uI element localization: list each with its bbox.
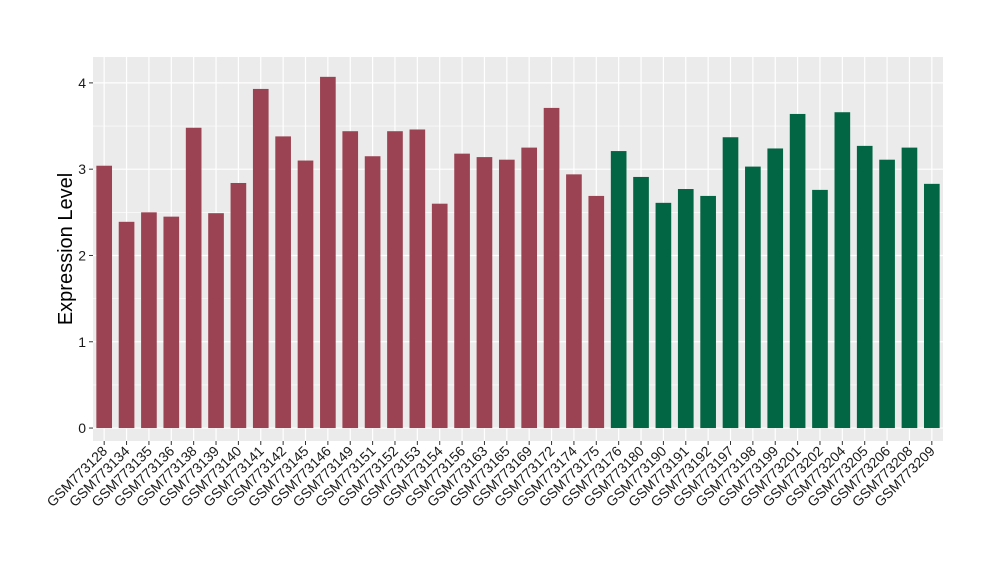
- bar-GSM773190: [655, 202, 672, 429]
- bar-GSM773176: [610, 151, 627, 429]
- bar-GSM773153: [409, 129, 426, 429]
- bar-GSM773139: [208, 213, 224, 429]
- bar-GSM773202: [812, 189, 828, 429]
- bar-GSM773156: [454, 153, 470, 429]
- y-axis: 0 1 2 3 4: [78, 75, 93, 436]
- bar-GSM773201: [789, 113, 806, 429]
- y-tick-label: 3: [78, 161, 86, 177]
- bar-GSM773146: [320, 76, 336, 429]
- x-axis: GSM773128GSM773134GSM773135GSM773136GSM7…: [43, 441, 938, 510]
- bar-GSM773136: [163, 216, 180, 429]
- bar-GSM773149: [342, 131, 359, 429]
- bar-GSM773174: [566, 174, 582, 429]
- y-tick-label: 4: [78, 75, 86, 91]
- bar-GSM773165: [498, 159, 515, 429]
- bar-GSM773209: [923, 183, 940, 429]
- bar-GSM773172: [543, 107, 560, 429]
- y-tick-label: 2: [78, 247, 86, 263]
- bars: [96, 76, 940, 429]
- bar-GSM773138: [185, 127, 202, 429]
- bar-GSM773134: [118, 221, 135, 429]
- bar-GSM773163: [476, 157, 493, 429]
- bar-GSM773204: [834, 112, 851, 429]
- bar-GSM773145: [297, 160, 314, 429]
- bar-GSM773151: [364, 156, 381, 429]
- bar-GSM773199: [767, 148, 784, 429]
- bar-GSM773208: [901, 147, 918, 429]
- bar-GSM773192: [700, 195, 716, 429]
- bar-GSM773140: [230, 182, 247, 429]
- y-tick-label: 0: [78, 420, 86, 436]
- y-axis-title: Expression Level: [55, 173, 77, 325]
- bar-GSM773198: [745, 166, 761, 429]
- bar-GSM773154: [431, 203, 448, 429]
- bar-GSM773152: [387, 131, 403, 429]
- bar-GSM773191: [677, 189, 694, 429]
- bar-GSM773175: [588, 195, 605, 429]
- bar-GSM773180: [633, 176, 649, 429]
- y-tick-label: 1: [78, 334, 86, 350]
- bar-GSM773135: [141, 212, 157, 429]
- bar-GSM773141: [252, 88, 269, 429]
- bar-GSM773205: [856, 145, 873, 429]
- bar-GSM773197: [722, 137, 739, 429]
- bar-GSM773169: [521, 147, 538, 429]
- bar-GSM773206: [879, 159, 895, 429]
- bar-GSM773142: [275, 136, 291, 429]
- bar-GSM773128: [96, 165, 113, 429]
